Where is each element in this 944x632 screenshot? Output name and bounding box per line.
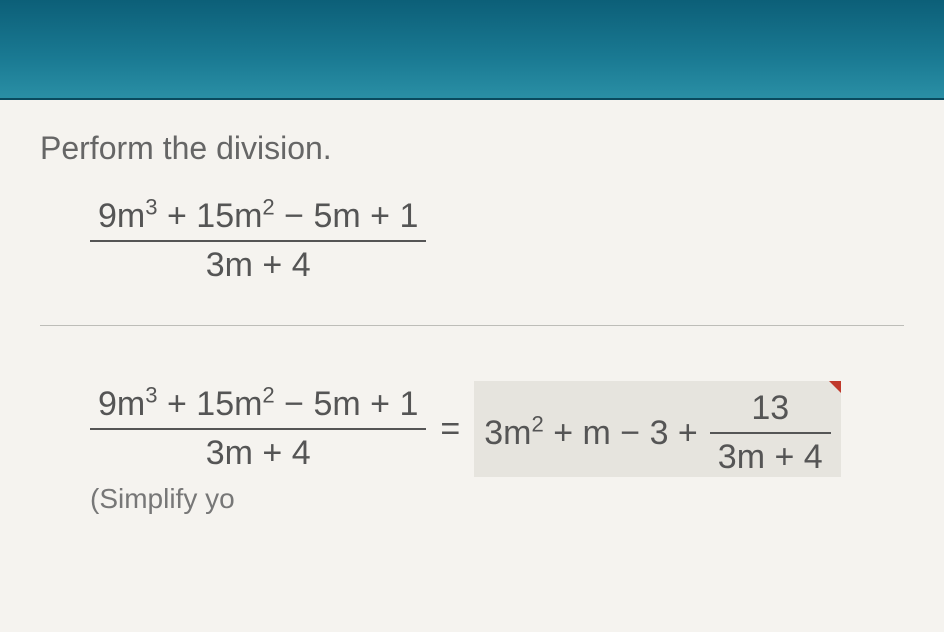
problem-numerator: 9m3 + 15m2 − 5m + 1 — [90, 197, 426, 242]
problem-expression: 9m3 + 15m2 − 5m + 1 3m + 4 — [90, 197, 904, 285]
remainder-numerator: 13 — [710, 389, 831, 434]
section-divider — [40, 325, 904, 326]
equals-sign: = — [440, 410, 460, 449]
instruction-text: Perform the division. — [40, 130, 904, 167]
remainder-denominator: 3m + 4 — [710, 434, 831, 477]
solution-row: 9m3 + 15m2 − 5m + 1 3m + 4 = 3m2 + m − 3… — [90, 381, 904, 477]
solution-lhs-denominator: 3m + 4 — [90, 430, 426, 473]
flag-icon[interactable] — [829, 381, 841, 393]
problem-denominator: 3m + 4 — [90, 242, 426, 285]
problem-fraction: 9m3 + 15m2 − 5m + 1 3m + 4 — [90, 197, 426, 285]
header-band — [0, 0, 944, 100]
answer-input-box[interactable]: 3m2 + m − 3 + 13 3m + 4 — [474, 381, 840, 477]
remainder-fraction: 13 3m + 4 — [710, 389, 831, 477]
hint-text: (Simplify yo — [90, 483, 904, 515]
solution-lhs-numerator: 9m3 + 15m2 − 5m + 1 — [90, 385, 426, 430]
question-page: Perform the division. 9m3 + 15m2 − 5m + … — [0, 100, 944, 632]
solution-lhs-fraction: 9m3 + 15m2 − 5m + 1 3m + 4 — [90, 385, 426, 473]
answer-poly: 3m2 + m − 3 + — [484, 414, 698, 453]
